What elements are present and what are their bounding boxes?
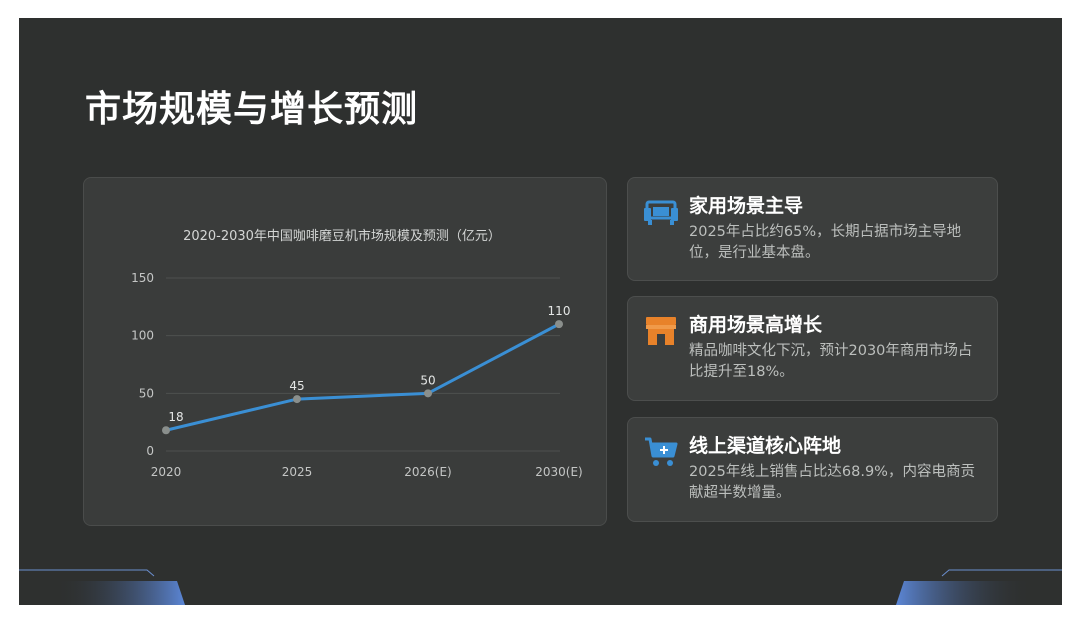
data-point	[555, 320, 563, 329]
data-label: 45	[289, 379, 304, 393]
card-commercial: 商用场景高增长 精品咖啡文化下沉，预计2030年商用市场占比提升至18%。	[627, 296, 998, 401]
series-line	[164, 322, 561, 432]
data-label: 50	[420, 373, 435, 387]
data-label: 18	[168, 410, 183, 424]
card-home-heading: 家用场景主导	[689, 195, 804, 217]
x-tick-label: 2026(E)	[404, 465, 451, 479]
y-tick-label: 0	[146, 444, 154, 458]
card-online-heading: 线上渠道核心阵地	[689, 435, 842, 457]
card-online: 线上渠道核心阵地 2025年线上销售占比达68.9%，内容电商贡献超半数增量。	[627, 417, 998, 522]
card-online-body: 2025年线上销售占比达68.9%，内容电商贡献超半数增量。	[689, 464, 975, 501]
x-tick-label: 2030(E)	[535, 465, 582, 479]
card-commercial-heading: 商用场景高增长	[689, 314, 823, 336]
x-tick-label: 2025	[282, 465, 313, 479]
chart-title: 2020-2030年中国咖啡磨豆机市场规模及预测（亿元）	[183, 228, 501, 244]
sofa-icon	[644, 200, 678, 225]
label-layer: 18 45 50 110	[168, 304, 570, 424]
data-point	[162, 426, 170, 435]
card-home: 家用场景主导 2025年占比约65%，长期占据市场主导地位，是行业基本盘。	[627, 177, 998, 281]
point-layer	[162, 320, 563, 435]
data-point	[293, 395, 301, 404]
x-tick-label: 2020	[151, 465, 182, 479]
card-commercial-body: 精品咖啡文化下沉，预计2030年商用市场占比提升至18%。	[689, 343, 973, 380]
page-title: 市场规模与增长预测	[85, 89, 419, 130]
y-tick-label: 50	[139, 386, 154, 400]
slide: 市场规模与增长预测 2020-2030年中国咖啡磨豆机市场规模及预测（亿元） 0…	[19, 18, 1062, 605]
data-label: 110	[548, 304, 571, 318]
storefront-icon	[646, 317, 676, 345]
line-layer	[164, 322, 561, 432]
y-tick-label: 100	[131, 329, 154, 343]
chart-card: 2020-2030年中国咖啡磨豆机市场规模及预测（亿元） 0 50 100 150 20…	[83, 177, 607, 526]
grid-layer	[166, 277, 560, 452]
shopping-cart-icon	[645, 437, 678, 466]
decor-bottom-right	[896, 569, 1062, 605]
card-home-body: 2025年占比约65%，长期占据市场主导地位，是行业基本盘。	[689, 224, 962, 261]
decor-bottom-left	[19, 569, 185, 605]
y-tick-label: 150	[131, 271, 154, 285]
line-chart: 2020-2030年中国咖啡磨豆机市场规模及预测（亿元） 0 50 100 150 20…	[131, 228, 583, 479]
data-point	[424, 389, 432, 398]
axis-layer: 0 50 100 150 2020 2025 2026(E) 2030(E)	[131, 271, 583, 479]
